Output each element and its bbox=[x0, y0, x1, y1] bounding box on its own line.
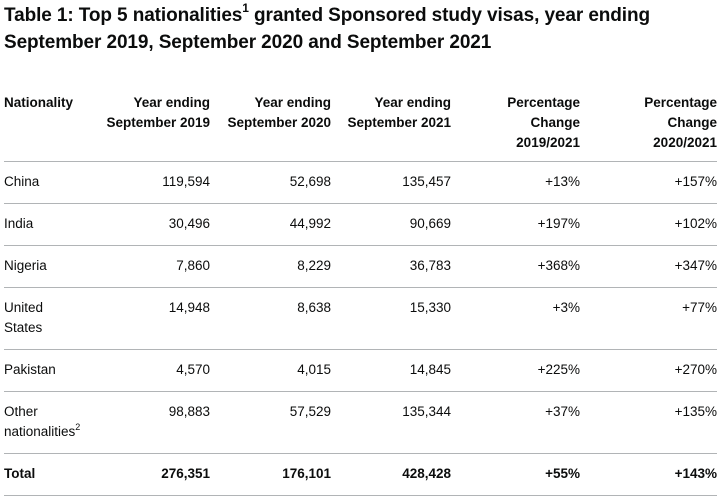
table-row: Nigeria 7,860 8,229 36,783 +368% +347% bbox=[4, 245, 717, 288]
nationality-line: Other bbox=[4, 404, 38, 419]
cell-pct-2019-2021: +37% bbox=[451, 391, 580, 454]
cell-2021: 36,783 bbox=[331, 245, 451, 288]
cell-2019: 98,883 bbox=[99, 391, 210, 454]
cell-2020: 44,992 bbox=[210, 203, 331, 246]
cell-2021: 135,457 bbox=[331, 161, 451, 204]
cell-total-pct-2020-2021: +143% bbox=[580, 453, 717, 496]
header-year-2021: Year ending September 2021 bbox=[331, 93, 451, 162]
footnote-marker: 2 bbox=[75, 421, 81, 432]
cell-pct-2019-2021: +368% bbox=[451, 245, 580, 288]
header-line: Year ending bbox=[133, 95, 210, 110]
header-year-2019: Year ending September 2019 bbox=[99, 93, 210, 162]
header-line: Change bbox=[530, 115, 580, 130]
header-pct-2020-2021: Percentage Change 2020/2021 bbox=[580, 93, 717, 162]
cell-total-label: Total bbox=[4, 453, 99, 496]
table-total-row: Total 276,351 176,101 428,428 +55% +143% bbox=[4, 453, 717, 496]
cell-2021: 14,845 bbox=[331, 349, 451, 392]
cell-2019: 30,496 bbox=[99, 203, 210, 246]
header-line: 2020/2021 bbox=[653, 135, 717, 150]
cell-2020: 4,015 bbox=[210, 349, 331, 392]
header-nationality: Nationality bbox=[4, 93, 99, 162]
cell-total-pct-2019-2021: +55% bbox=[451, 453, 580, 496]
header-line: September 2020 bbox=[227, 115, 331, 130]
cell-2019: 119,594 bbox=[99, 161, 210, 204]
header-line: September 2021 bbox=[347, 115, 451, 130]
nationalities-table: Nationality Year ending September 2019 Ye… bbox=[4, 93, 717, 496]
cell-2020: 52,698 bbox=[210, 161, 331, 204]
cell-nationality: Pakistan bbox=[4, 349, 99, 392]
cell-pct-2020-2021: +102% bbox=[580, 203, 717, 246]
table-row: United States 14,948 8,638 15,330 +3% +77… bbox=[4, 287, 717, 350]
cell-pct-2019-2021: +225% bbox=[451, 349, 580, 392]
cell-pct-2020-2021: +157% bbox=[580, 161, 717, 204]
table-row: India 30,496 44,992 90,669 +197% +102% bbox=[4, 203, 717, 246]
header-year-2020: Year ending September 2020 bbox=[210, 93, 331, 162]
caption-footnote-marker: 1 bbox=[242, 0, 249, 15]
table-row: Other nationalities2 98,883 57,529 135,34… bbox=[4, 391, 717, 454]
header-line: Year ending bbox=[254, 95, 331, 110]
nationality-line: Pakistan bbox=[4, 362, 56, 377]
cell-nationality: United States bbox=[4, 287, 99, 350]
caption-text-rest: granted Sponsored study visas, year endi… bbox=[4, 5, 650, 53]
table-row: China 119,594 52,698 135,457 +13% +157% bbox=[4, 161, 717, 204]
cell-pct-2020-2021: +270% bbox=[580, 349, 717, 392]
caption-text: Table 1: Top 5 nationalities bbox=[4, 5, 243, 26]
cell-total-2020: 176,101 bbox=[210, 453, 331, 496]
cell-2019: 4,570 bbox=[99, 349, 210, 392]
header-line: 2019/2021 bbox=[516, 135, 580, 150]
header-line: September 2019 bbox=[106, 115, 210, 130]
cell-nationality: China bbox=[4, 161, 99, 204]
table-row: Pakistan 4,570 4,015 14,845 +225% +270% bbox=[4, 349, 717, 392]
cell-pct-2019-2021: +13% bbox=[451, 161, 580, 204]
header-line: Percentage bbox=[644, 95, 717, 110]
table-container: Table 1: Top 5 nationalities1 granted Sp… bbox=[4, 0, 717, 496]
cell-nationality: India bbox=[4, 203, 99, 246]
nationality-line-with-footnote: nationalities2 bbox=[4, 422, 99, 442]
table-caption: Table 1: Top 5 nationalities1 granted Sp… bbox=[4, 2, 717, 56]
nationality-line: United bbox=[4, 300, 44, 315]
cell-2020: 8,229 bbox=[210, 245, 331, 288]
nationality-line: India bbox=[4, 216, 34, 231]
table-header-row: Nationality Year ending September 2019 Ye… bbox=[4, 93, 717, 162]
nationality-line: China bbox=[4, 174, 40, 189]
cell-2021: 15,330 bbox=[331, 287, 451, 350]
cell-nationality: Nigeria bbox=[4, 245, 99, 288]
nationality-line: States bbox=[4, 320, 43, 335]
header-line: Percentage bbox=[507, 95, 580, 110]
cell-pct-2019-2021: +3% bbox=[451, 287, 580, 350]
header-line: Year ending bbox=[374, 95, 451, 110]
header-line: Change bbox=[667, 115, 717, 130]
nationality-line: Nigeria bbox=[4, 258, 47, 273]
cell-total-2019: 276,351 bbox=[99, 453, 210, 496]
cell-total-2021: 428,428 bbox=[331, 453, 451, 496]
header-pct-2019-2021: Percentage Change 2019/2021 bbox=[451, 93, 580, 162]
cell-pct-2020-2021: +347% bbox=[580, 245, 717, 288]
cell-pct-2019-2021: +197% bbox=[451, 203, 580, 246]
cell-2021: 90,669 bbox=[331, 203, 451, 246]
cell-2020: 8,638 bbox=[210, 287, 331, 350]
nationality-line-text: nationalities bbox=[4, 424, 76, 439]
cell-2021: 135,344 bbox=[331, 391, 451, 454]
cell-pct-2020-2021: +77% bbox=[580, 287, 717, 350]
cell-pct-2020-2021: +135% bbox=[580, 391, 717, 454]
cell-nationality: Other nationalities2 bbox=[4, 391, 99, 454]
cell-2019: 14,948 bbox=[99, 287, 210, 350]
cell-2019: 7,860 bbox=[99, 245, 210, 288]
cell-2020: 57,529 bbox=[210, 391, 331, 454]
header-line: Nationality bbox=[4, 95, 74, 110]
